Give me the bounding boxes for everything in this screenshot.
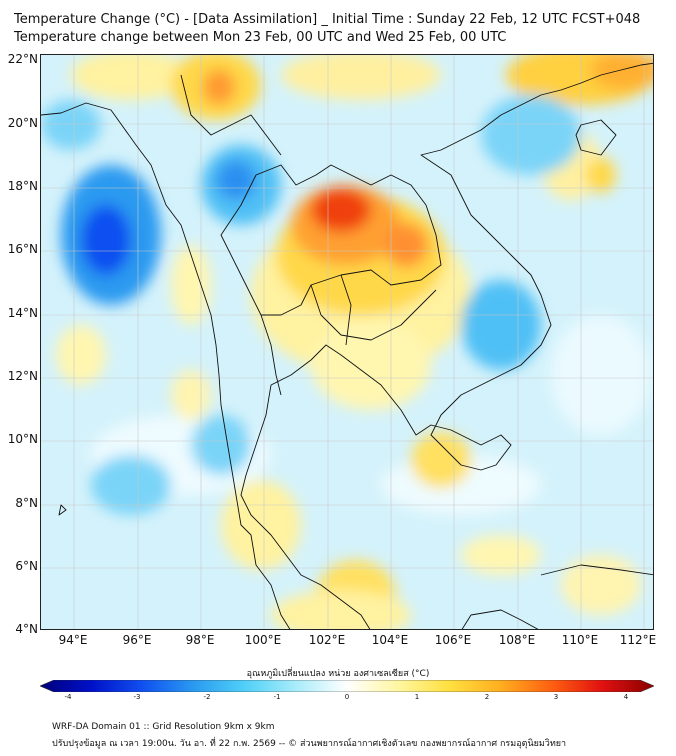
lat-label: 22°N [7,52,38,66]
colorbar-tick: 3 [553,693,559,701]
colorbar [40,680,654,692]
lat-label: 4°N [15,622,38,636]
map-panel [40,54,654,630]
lat-label: 8°N [15,496,38,510]
lon-label: 94°E [58,633,88,647]
chart-subtitle: Temperature change between Mon 23 Feb, 0… [14,30,507,45]
lon-label: 112°E [619,633,657,647]
lon-label: 106°E [434,633,472,647]
colorbar-gradient [40,680,654,692]
lat-label: 14°N [7,306,38,320]
lon-label: 110°E [561,633,599,647]
lat-label: 16°N [7,242,38,256]
lat-label: 12°N [7,369,38,383]
colorbar-caption: อุณหภูมิเปลี่ยนแปลง หน่วย องศาเซลเซียส (… [246,669,430,679]
colorbar-tick: 4 [623,693,629,701]
footer-model-info: WRF-DA Domain 01 :: Grid Resolution 9km … [52,722,275,732]
colorbar-tick: 0 [344,693,350,701]
coastlines [41,62,653,629]
lon-label: 104°E [371,633,409,647]
lon-label: 98°E [185,633,215,647]
footer-credit: ปรับปรุงข้อมูล ณ เวลา 19:00น. วัน อา. ที… [52,739,567,749]
graticule [41,55,653,629]
colorbar-tick: 1 [414,693,420,701]
lon-label: 96°E [122,633,152,647]
chart-title: Temperature Change (°C) - [Data Assimila… [14,12,641,27]
colorbar-tick: 2 [484,693,490,701]
lon-label: 108°E [498,633,536,647]
lon-label: 100°E [244,633,282,647]
colorbar-tick: -1 [273,693,281,701]
lat-label: 18°N [7,179,38,193]
temperature-change-map [41,55,653,629]
colorbar-tick: -3 [133,693,141,701]
lat-label: 10°N [7,432,38,446]
lat-label: 6°N [15,559,38,573]
lon-label: 102°E [308,633,346,647]
lat-label: 20°N [7,116,38,130]
colorbar-tick: -4 [64,693,72,701]
colorbar-tick: -2 [203,693,211,701]
temperature-field [41,55,653,629]
